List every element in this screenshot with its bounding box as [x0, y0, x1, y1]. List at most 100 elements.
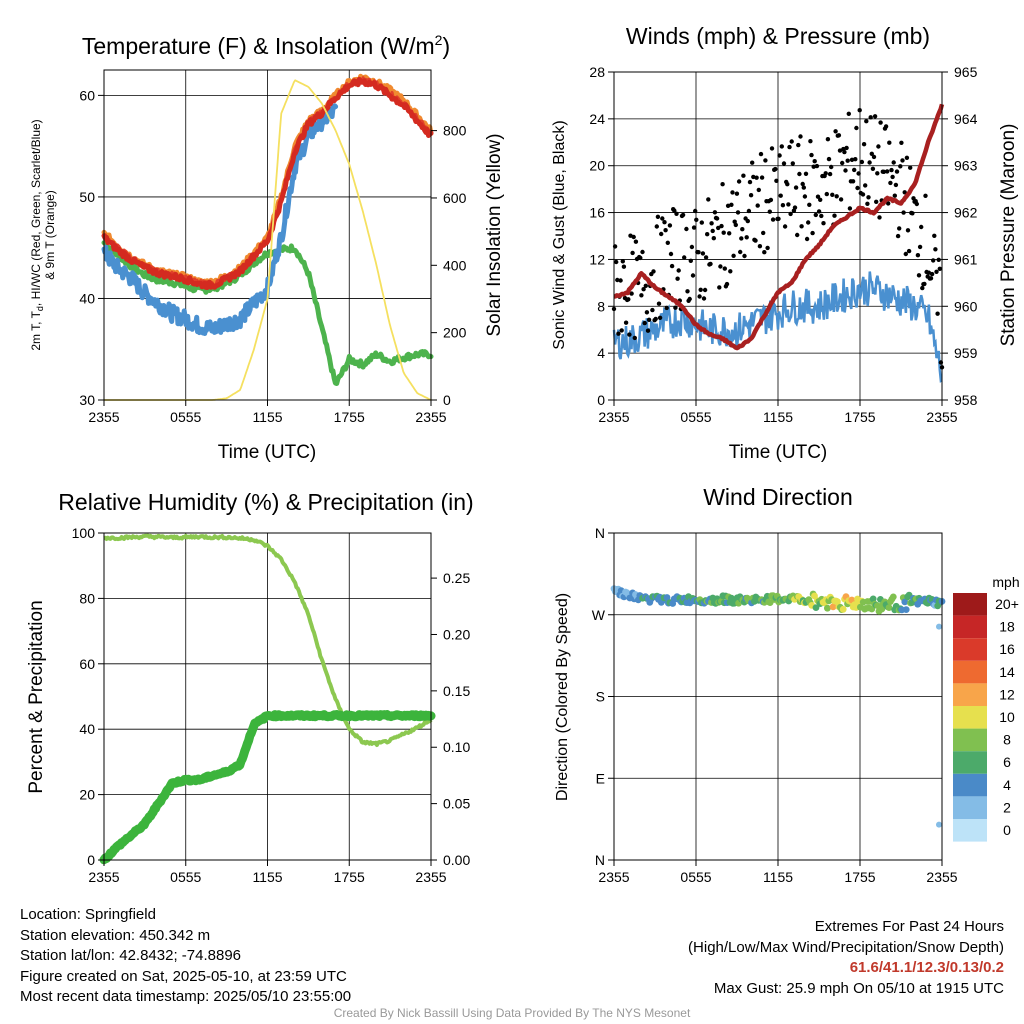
- gust-point: [926, 270, 931, 275]
- colorbar-label-8: 4: [1003, 777, 1011, 793]
- direction-ytick-label-1: E: [596, 770, 605, 786]
- gust-point: [657, 315, 663, 320]
- gust-point: [742, 253, 747, 259]
- gust-point: [936, 257, 941, 262]
- gust-point: [842, 149, 847, 155]
- humidity-xtick-label-1: 0555: [170, 869, 201, 885]
- gust-point: [863, 183, 868, 188]
- gust-point: [866, 195, 871, 200]
- gust-point: [714, 216, 720, 221]
- gust-point: [680, 212, 686, 218]
- gust-point: [933, 247, 938, 252]
- insolation-ylabel: Solar Insolation (Yellow): [484, 133, 505, 336]
- gust-point: [813, 212, 818, 218]
- gust-point: [869, 151, 874, 156]
- gust-point: [825, 137, 831, 142]
- gust-point: [878, 120, 883, 125]
- gust-point: [654, 224, 659, 229]
- gust-point: [682, 255, 687, 260]
- gust-point: [787, 144, 792, 150]
- humidity-ytick-label-0: 0: [87, 852, 95, 868]
- gust-point: [785, 182, 790, 187]
- gust-point: [767, 209, 772, 214]
- gust-point: [761, 230, 766, 236]
- gust-point: [702, 287, 708, 293]
- colorbar-swatch-8: [953, 728, 987, 752]
- gust-point: [857, 108, 862, 113]
- direction-ytick-label-0: N: [595, 852, 605, 868]
- gust-point: [872, 114, 878, 119]
- direction-series: [610, 585, 946, 828]
- credit-line: Created By Nick Bassill Using Data Provi…: [333, 1006, 691, 1020]
- winds-y2tick-label-0: 958: [954, 392, 978, 408]
- gust-point: [861, 142, 867, 147]
- gust-point: [705, 232, 710, 237]
- gust-point: [827, 171, 833, 177]
- gust-point: [856, 171, 861, 176]
- gust-point: [890, 174, 895, 180]
- gust-point: [852, 167, 857, 173]
- gust-point: [747, 179, 753, 185]
- gust-point: [696, 250, 701, 255]
- gust-point: [745, 218, 750, 224]
- gust-point: [804, 236, 810, 242]
- gust-point: [736, 179, 742, 184]
- gust-point: [632, 335, 637, 341]
- gust-point: [806, 220, 811, 225]
- colorbar-label-5: 10: [999, 709, 1015, 725]
- gust-point: [808, 139, 813, 144]
- gust-point: [859, 159, 865, 165]
- gust-point: [762, 250, 767, 255]
- direction-panel: Wind Direction 2355 0555 1155 1755 2355NESWN…: [554, 484, 1020, 885]
- colorbar-swatch-18: [953, 615, 987, 639]
- humidity-ylabel: Percent & Precipitation: [26, 600, 47, 793]
- gust-point: [786, 202, 791, 207]
- gust-point: [809, 152, 814, 158]
- direction-point: [663, 594, 671, 601]
- gust-point: [744, 235, 749, 240]
- gust-point: [711, 236, 716, 241]
- gust-point: [740, 227, 745, 232]
- gust-point: [721, 230, 726, 235]
- humidity-xtick-label-3: 1755: [334, 869, 365, 885]
- gust-point: [779, 144, 784, 149]
- winds-y2tick-label-6: 964: [954, 111, 978, 127]
- gust-point: [700, 251, 706, 256]
- gust-point: [870, 166, 876, 171]
- gust-point: [710, 228, 715, 234]
- station-latlon: Station lat/lon: 42.8432; -74.8896: [20, 947, 242, 964]
- gust-point: [669, 263, 675, 269]
- gust-point: [910, 211, 915, 216]
- gust-point: [765, 245, 770, 251]
- colorbar-label-9: 2: [1003, 799, 1011, 815]
- extremes-heading: Extremes For Past 24 Hours: [814, 918, 1004, 935]
- winds-y2tick-label-4: 962: [954, 205, 978, 221]
- gust-point: [812, 159, 817, 164]
- winds-xtick-label-2: 1155: [763, 409, 793, 425]
- gust-point: [763, 158, 768, 163]
- gust-point: [891, 160, 896, 165]
- gust-point: [934, 269, 939, 274]
- gust-point: [664, 305, 669, 311]
- gust-point: [627, 332, 632, 337]
- gust-point: [650, 307, 655, 313]
- temperature-y2tick-label-3: 600: [443, 190, 467, 206]
- gust-point: [685, 289, 690, 294]
- direction-title: Wind Direction: [703, 484, 853, 510]
- gust-point: [819, 213, 824, 219]
- gust-point: [778, 193, 783, 198]
- gust-point: [719, 223, 724, 229]
- gust-point: [904, 155, 910, 160]
- gust-point: [641, 287, 646, 292]
- gust-point: [860, 192, 866, 197]
- gust-point: [901, 210, 906, 215]
- temperature-title: Temperature (F) & Insolation (W/m2): [82, 32, 450, 59]
- colorbar-label-3: 14: [999, 664, 1015, 680]
- gust-point: [630, 250, 635, 256]
- winds-ytick-label-4: 16: [589, 205, 605, 221]
- gust-point: [836, 133, 842, 138]
- temperature-panel: Temperature (F) & Insolation (W/m2) 2355…: [29, 32, 505, 463]
- gust-point: [799, 224, 804, 229]
- direction-point: [885, 604, 893, 611]
- colorbar-swatch-14: [953, 660, 987, 684]
